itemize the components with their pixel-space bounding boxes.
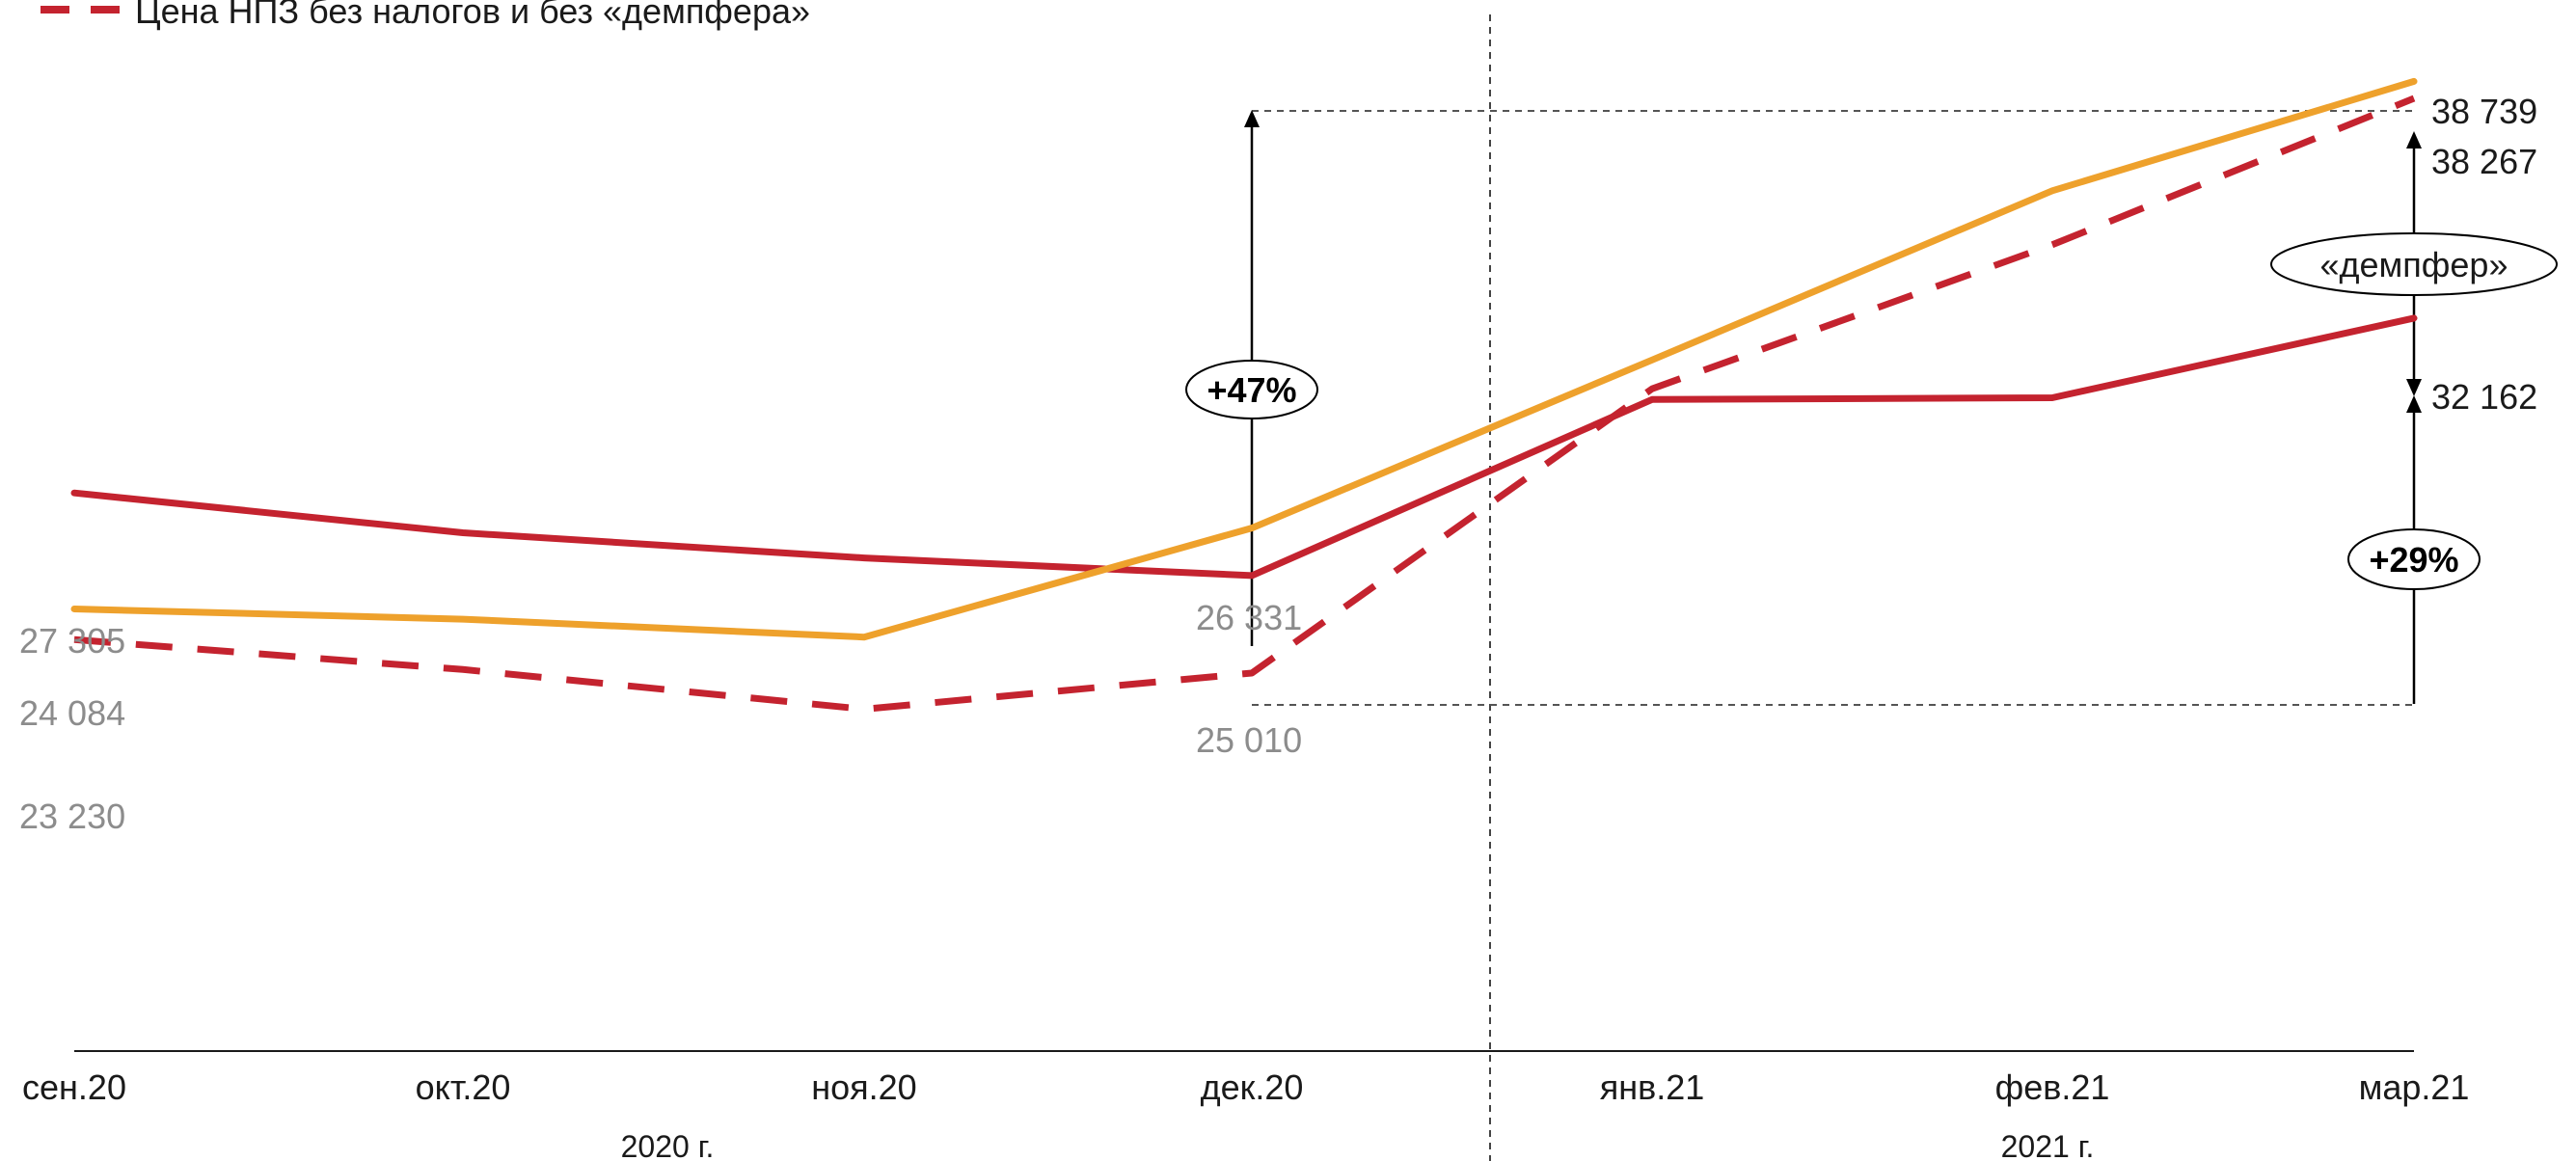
dec-label-red: 25 010 <box>1196 720 1302 760</box>
series-line-red-dashed <box>73 94 2416 713</box>
legend: Цена НПЗ без налогов и без «демпфера» <box>41 0 810 31</box>
series-line-red-solid <box>70 314 2418 580</box>
svg-text:+29%: +29% <box>2369 540 2458 580</box>
x-tick-label: окт.20 <box>416 1067 511 1107</box>
end-label-red: 32 162 <box>2431 377 2537 417</box>
dec-label-orange: 26 331 <box>1196 598 1302 637</box>
x-tick-label: мар.21 <box>2359 1067 2470 1107</box>
start-label-red: 27 305 <box>19 621 125 661</box>
x-tick-label: ноя.20 <box>811 1067 916 1107</box>
legend-entry-dashed: Цена НПЗ без налогов и без «демпфера» <box>135 0 810 31</box>
start-label-dashed: 23 230 <box>19 796 125 836</box>
x-tick-labels: сен.20 окт.20 ноя.20 дек.20 янв.21 фев.2… <box>22 1067 2469 1107</box>
year-label-2020: 2020 г. <box>621 1129 715 1161</box>
x-tick-label: фев.21 <box>1995 1067 2110 1107</box>
annotation-damper: «демпфер» <box>2270 232 2558 296</box>
svg-text:+47%: +47% <box>1207 370 1296 410</box>
x-tick-label: дек.20 <box>1201 1067 1304 1107</box>
annotation-growth-mar: +29% <box>2347 528 2481 590</box>
end-label-dashed: 38 267 <box>2431 142 2537 181</box>
year-label-2021: 2021 г. <box>2001 1129 2095 1161</box>
annotation-growth-dec: +47% <box>1185 360 1318 419</box>
start-label-orange: 24 084 <box>19 693 125 733</box>
svg-text:«демпфер»: «демпфер» <box>2320 245 2508 284</box>
x-tick-label: янв.21 <box>1600 1067 1705 1107</box>
end-label-orange: 38 739 <box>2431 92 2537 131</box>
x-tick-label: сен.20 <box>22 1067 126 1107</box>
series-line-orange <box>70 77 2418 641</box>
